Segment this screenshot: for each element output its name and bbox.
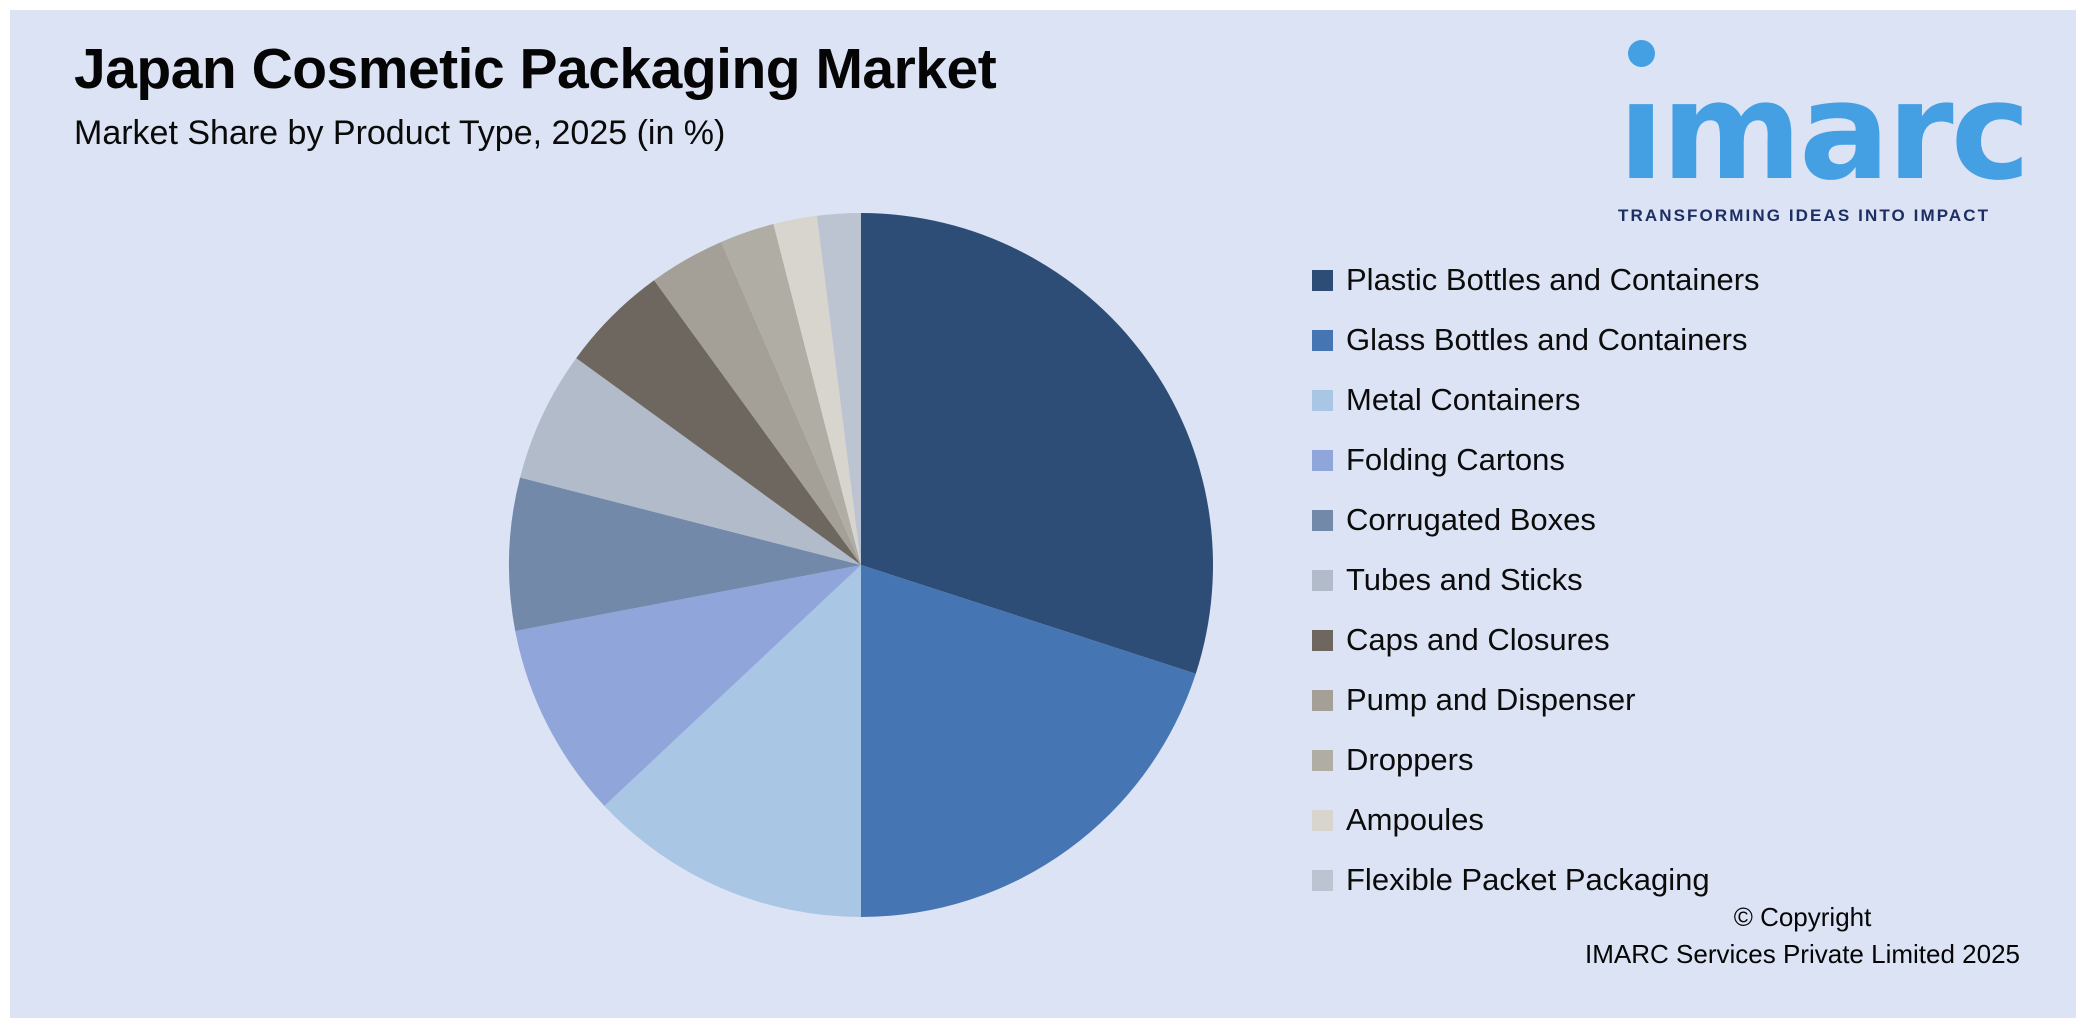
legend-label: Plastic Bottles and Containers: [1346, 262, 1760, 297]
legend-item: Droppers: [1312, 730, 1760, 790]
pie-slice-6: [576, 280, 861, 565]
legend-label: Flexible Packet Packaging: [1346, 862, 1710, 897]
pie-slice-8: [721, 224, 861, 565]
copyright: © Copyright IMARC Services Private Limit…: [1585, 899, 2020, 974]
legend-item: Pump and Dispenser: [1312, 670, 1760, 730]
legend-swatch: [1312, 569, 1333, 591]
legend-label: Corrugated Boxes: [1346, 502, 1596, 537]
legend-label: Metal Containers: [1346, 382, 1581, 417]
legend-swatch: [1312, 269, 1333, 291]
pie-slice-10: [816, 213, 861, 565]
pie-slice-7: [654, 241, 861, 565]
legend-item: Ampoules: [1312, 790, 1760, 850]
logo-dot-icon: [1628, 40, 1655, 67]
legend-label: Tubes and Sticks: [1346, 562, 1583, 597]
chart-subtitle: Market Share by Product Type, 2025 (in %…: [74, 113, 726, 152]
legend-label: Glass Bottles and Containers: [1346, 322, 1748, 357]
pie-slice-5: [520, 358, 861, 565]
copyright-line-1: © Copyright: [1733, 901, 1872, 932]
legend-swatch: [1312, 389, 1333, 411]
chart-panel: Japan Cosmetic Packaging Market Market S…: [10, 10, 2076, 1018]
legend-label: Folding Cartons: [1346, 442, 1565, 477]
legend-swatch: [1312, 329, 1333, 351]
legend-item: Tubes and Sticks: [1312, 550, 1760, 610]
legend-swatch: [1312, 749, 1333, 771]
chart-title: Japan Cosmetic Packaging Market: [74, 37, 997, 101]
legend-swatch: [1312, 449, 1333, 471]
logo-wordmark: ımarc: [1618, 53, 2031, 210]
legend: Plastic Bottles and Containers Glass Bott…: [1312, 250, 1760, 910]
imarc-logo: ımarc TRANSFORMING IDEAS INTO IMPACT: [1618, 32, 2031, 226]
copyright-line-2: IMARC Services Private Limited 2025: [1585, 939, 2020, 970]
legend-swatch: [1312, 809, 1333, 831]
legend-item: Folding Cartons: [1312, 430, 1760, 490]
pie-slice-1: [861, 565, 1196, 917]
legend-label: Droppers: [1346, 742, 1474, 777]
chart-header: Japan Cosmetic Packaging Market Market S…: [74, 37, 997, 153]
legend-label: Caps and Closures: [1346, 622, 1610, 657]
legend-item: Glass Bottles and Containers: [1312, 310, 1760, 370]
legend-label: Ampoules: [1346, 802, 1484, 837]
pie-slice-9: [773, 215, 861, 565]
legend-swatch: [1312, 509, 1333, 531]
legend-item: Flexible Packet Packaging: [1312, 850, 1760, 910]
logo-tagline: TRANSFORMING IDEAS INTO IMPACT: [1618, 206, 1991, 226]
legend-item: Corrugated Boxes: [1312, 490, 1760, 550]
legend-item: Plastic Bottles and Containers: [1312, 250, 1760, 310]
pie-slice-3: [515, 565, 861, 806]
legend-swatch: [1312, 629, 1333, 651]
pie-slice-4: [508, 477, 861, 631]
pie-chart: [508, 213, 1213, 917]
legend-item: Caps and Closures: [1312, 610, 1760, 670]
pie-slice-2: [604, 565, 861, 917]
legend-swatch: [1312, 689, 1333, 711]
pie-slice-0: [861, 213, 1213, 674]
legend-label: Pump and Dispenser: [1346, 682, 1636, 717]
legend-swatch: [1312, 869, 1333, 891]
legend-item: Metal Containers: [1312, 370, 1760, 430]
